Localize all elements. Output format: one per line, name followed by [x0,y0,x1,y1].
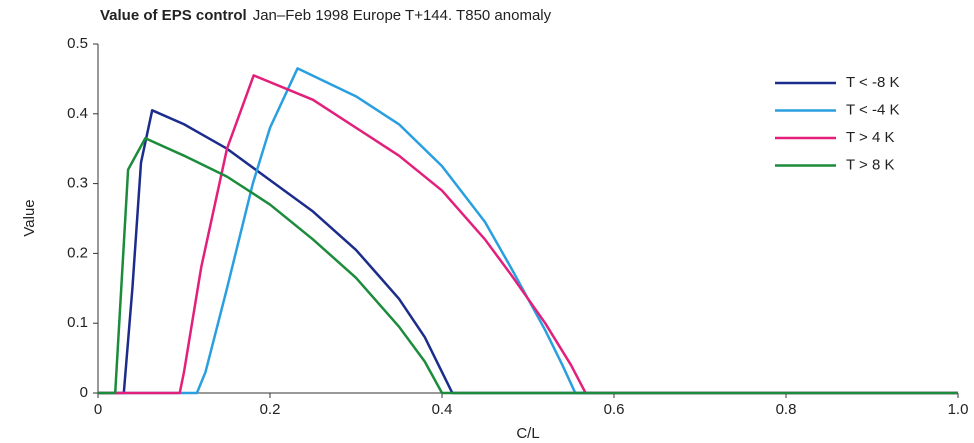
y-tick-label: 0 [80,384,88,401]
legend-label: T < -8 K [846,74,900,91]
x-tick-label: 0.6 [604,401,625,418]
y-tick-label: 0.4 [67,105,88,122]
y-tick-label: 0.3 [67,175,88,192]
x-tick-label: 0.8 [776,401,797,418]
series-line [98,109,958,395]
legend-label: T > 4 K [846,129,895,146]
series-line [98,136,958,395]
series-line [98,74,958,395]
y-tick-label: 0.1 [67,314,88,331]
title-bold: Value of EPS control [100,7,247,24]
y-tick-label: 0.2 [67,244,88,261]
legend-label: T < -4 K [846,101,900,118]
x-tick-label: 0 [94,401,102,418]
subtitle: Jan–Feb 1998 Europe T+144. T850 anomaly [253,7,552,24]
y-tick-label: 0.5 [67,35,88,52]
legend-label: T > 8 K [846,156,895,173]
y-axis-label: Value [21,199,38,236]
x-tick-label: 1.0 [948,401,969,418]
x-tick-label: 0.4 [432,401,453,418]
x-axis-label: C/L [516,425,539,442]
x-tick-label: 0.2 [260,401,281,418]
series-line [98,67,958,395]
chart-title: Value of EPS control Jan–Feb 1998 Europe … [100,7,552,24]
